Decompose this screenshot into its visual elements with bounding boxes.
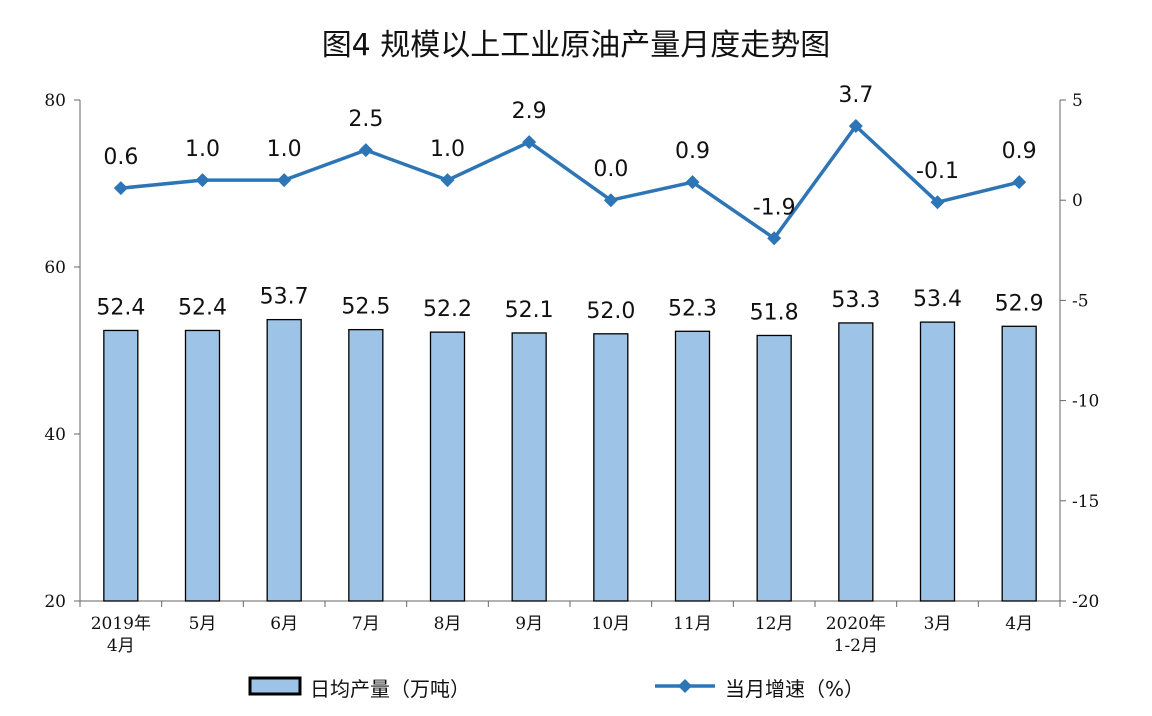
line-series <box>120 124 1020 241</box>
bar-data-label: 52.9 <box>995 291 1044 316</box>
line-point <box>358 143 373 158</box>
y-left-tick-label: 80 <box>44 91 66 111</box>
x-tick-label: 4月 <box>107 636 135 656</box>
bar-data-label: 52.4 <box>178 295 227 320</box>
line-data-label: -1.9 <box>753 195 796 220</box>
legend-line-marker <box>678 679 692 693</box>
line-point <box>440 173 455 188</box>
y-right-tick-label: 5 <box>1072 91 1083 111</box>
bar-data-label: 53.7 <box>260 285 309 310</box>
bar-data-label: 52.5 <box>341 295 390 320</box>
line-point <box>113 181 128 196</box>
line-point <box>522 135 537 150</box>
x-tick-label: 12月 <box>755 614 794 634</box>
legend-bar-swatch <box>248 676 302 696</box>
x-tick-label: 9月 <box>515 614 543 634</box>
bar-data-label: 52.1 <box>505 298 554 323</box>
bar-data-label: 52.0 <box>586 299 635 324</box>
line-point <box>767 231 782 246</box>
line-data-label: 2.5 <box>348 107 383 132</box>
line-point <box>848 119 863 134</box>
bar-data-label: 53.4 <box>913 287 962 312</box>
line-data-label: -0.1 <box>916 159 959 184</box>
bar-data-label: 52.4 <box>96 295 145 320</box>
line-data-label: 1.0 <box>430 137 465 162</box>
legend-line-label: 当月增速（%） <box>725 677 864 701</box>
bar <box>266 318 302 602</box>
y-right-tick-label: -5 <box>1072 291 1089 311</box>
line-data-label: 2.9 <box>512 99 547 124</box>
line-data-label: 0.6 <box>103 145 138 170</box>
y-left-tick-label: 60 <box>44 258 66 278</box>
x-tick-label: 2019年 <box>91 614 151 634</box>
y-right-tick-label: -10 <box>1072 392 1099 412</box>
line-point <box>603 193 618 208</box>
bar-data-label: 51.8 <box>750 300 799 325</box>
x-tick-label: 8月 <box>434 614 462 634</box>
x-tick-label: 6月 <box>270 614 298 634</box>
x-tick-label: 5月 <box>189 614 217 634</box>
bar-data-label: 52.2 <box>423 297 472 322</box>
bar <box>756 334 792 602</box>
bar <box>838 322 874 602</box>
bar <box>348 328 384 602</box>
bar-data-label: 52.3 <box>668 296 717 321</box>
bar <box>429 331 466 602</box>
bar-data-label: 53.3 <box>831 288 880 313</box>
bar <box>103 329 139 602</box>
y-left-tick-label: 40 <box>44 425 66 445</box>
x-tick-label: 3月 <box>924 614 952 634</box>
chart-title: 图4 规模以上工业原油产量月度走势图 <box>321 28 831 63</box>
bar <box>1001 325 1037 602</box>
line-point <box>277 173 292 188</box>
bar <box>593 333 629 602</box>
x-tick-label: 10月 <box>592 614 631 634</box>
x-tick-label: 7月 <box>352 614 380 634</box>
x-tick-label: 4月 <box>1005 614 1033 634</box>
y-left-tick-label: 20 <box>44 592 66 612</box>
legend-bar-label: 日均产量（万吨） <box>310 677 470 701</box>
line-data-label: 0.0 <box>593 157 628 182</box>
line-data-label: 0.9 <box>1002 139 1037 164</box>
line-point <box>1012 175 1027 190</box>
bar <box>674 330 711 602</box>
x-tick-label: 1-2月 <box>834 636 878 656</box>
bar <box>919 321 956 602</box>
line-data-label: 1.0 <box>267 137 302 162</box>
y-right-tick-label: -15 <box>1072 492 1099 512</box>
bar <box>511 332 547 602</box>
line-point <box>195 173 210 188</box>
line-point <box>685 175 700 190</box>
line-data-label: 1.0 <box>185 137 220 162</box>
x-tick-label: 2020年 <box>826 614 886 634</box>
x-tick-label: 11月 <box>673 614 712 634</box>
line-point <box>930 195 945 210</box>
y-right-tick-label: 0 <box>1072 191 1083 211</box>
line-data-label: 0.9 <box>675 139 710 164</box>
line-data-label: 3.7 <box>838 83 873 108</box>
y-right-tick-label: -20 <box>1072 592 1099 612</box>
bar <box>184 329 221 602</box>
